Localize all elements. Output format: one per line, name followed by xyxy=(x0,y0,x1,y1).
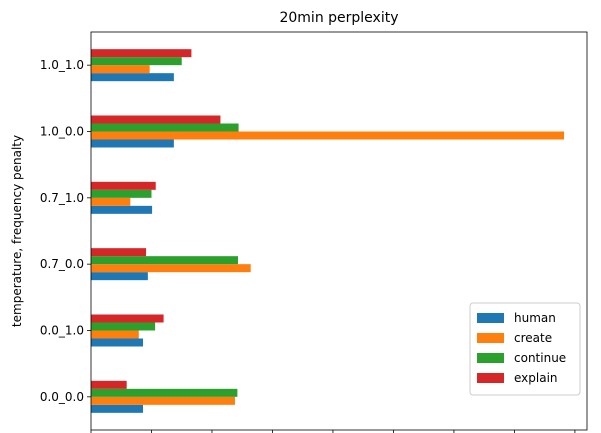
bar-create-0.7_0.0 xyxy=(91,264,251,273)
y-tick-label: 1.0_1.0 xyxy=(40,58,84,72)
y-tick-label: 0.0_0.0 xyxy=(40,390,84,404)
bar-continue-0.0_1.0 xyxy=(91,322,156,331)
y-tick-label: 0.0_1.0 xyxy=(40,324,84,338)
x-ticks-group: 010002000300040005000600070008000 xyxy=(90,430,576,433)
bar-continue-0.7_1.0 xyxy=(91,189,152,198)
bar-human-1.0_1.0 xyxy=(91,73,174,82)
legend-swatch-create xyxy=(477,333,504,343)
y-tick-label: 1.0_0.0 xyxy=(40,125,84,139)
bar-explain-0.7_1.0 xyxy=(91,181,156,190)
bar-create-1.0_1.0 xyxy=(91,65,150,74)
bar-human-1.0_0.0 xyxy=(91,139,174,148)
bar-explain-0.0_1.0 xyxy=(91,314,164,323)
legend-label-create: create xyxy=(514,331,552,345)
legend: human create continue explain xyxy=(469,302,581,396)
bar-explain-1.0_0.0 xyxy=(91,115,221,124)
legend-label-human: human xyxy=(514,311,556,325)
legend-swatch-continue xyxy=(477,353,504,363)
y-axis-label: temperature, frequency penalty xyxy=(10,135,24,327)
bar-create-1.0_0.0 xyxy=(91,131,565,140)
bar-explain-0.0_0.0 xyxy=(91,380,127,389)
y-tick-label: 0.7_0.0 xyxy=(40,257,84,271)
bar-continue-0.7_0.0 xyxy=(91,256,238,265)
bar-continue-0.0_0.0 xyxy=(91,388,238,397)
plot-frame xyxy=(90,31,588,431)
bar-explain-1.0_1.0 xyxy=(91,49,192,58)
bar-human-0.0_0.0 xyxy=(91,404,144,413)
bar-create-0.0_1.0 xyxy=(91,330,139,339)
bar-create-0.7_1.0 xyxy=(91,197,131,206)
bars-group xyxy=(91,49,565,413)
legend-swatch-explain xyxy=(477,373,504,383)
legend-label-explain: explain xyxy=(514,371,558,385)
legend-box xyxy=(469,302,581,396)
chart-title: 20min perplexity xyxy=(279,10,398,26)
bar-create-0.0_0.0 xyxy=(91,396,235,405)
bar-continue-1.0_0.0 xyxy=(91,123,239,132)
legend-swatch-human xyxy=(477,313,504,323)
bar-human-0.7_1.0 xyxy=(91,205,153,214)
bar-explain-0.7_0.0 xyxy=(91,248,147,257)
y-ticks-group: 0.0_0.0 0.0_1.0 0.7_0.0 0.7_1.0 1.0_0.0 1.0_1… xyxy=(40,58,91,404)
y-tick-label: 0.7_1.0 xyxy=(40,191,84,205)
bar-human-0.7_0.0 xyxy=(91,272,148,281)
legend-label-continue: continue xyxy=(514,351,566,365)
bar-continue-1.0_1.0 xyxy=(91,57,182,66)
bar-human-0.0_1.0 xyxy=(91,338,144,347)
